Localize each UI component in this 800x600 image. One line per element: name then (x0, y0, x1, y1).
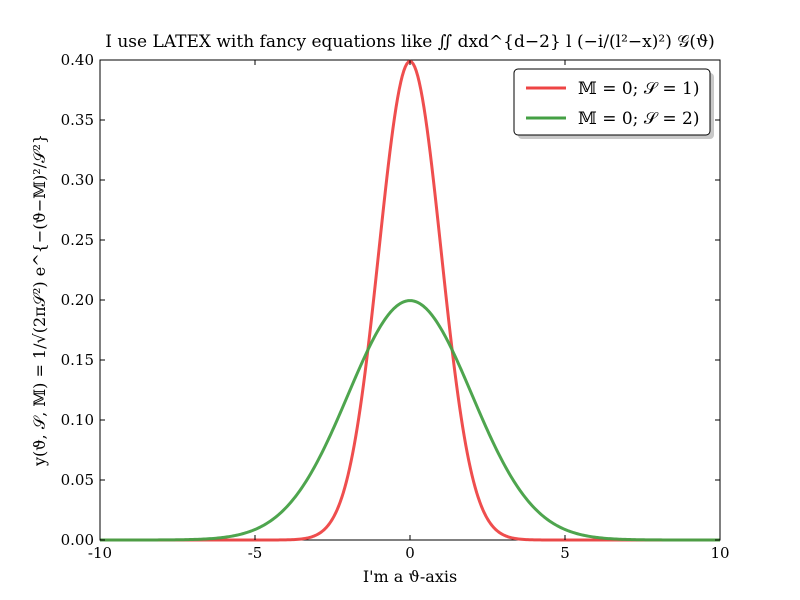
y-tick-label: 0.00 (61, 531, 94, 549)
y-axis-label: y(ϑ, 𝒮, 𝕄) = 1/√(2π𝒮²) e^{−(ϑ−𝕄)²/𝒮²} (30, 134, 49, 467)
y-tick-label: 0.10 (61, 411, 94, 429)
plot-area: -10 -5 0 5 10 0.000.050.100.150.200.250.300.… (61, 51, 730, 562)
legend-label: 𝕄 = 0; 𝒮 = 1) (578, 79, 699, 99)
y-tick-label: 0.15 (61, 351, 94, 369)
chart-title: I use LATEX with fancy equations like ∬ … (105, 32, 715, 52)
y-tick-label: 0.25 (61, 231, 94, 249)
x-tick-label: 10 (710, 544, 729, 562)
y-tick-label: 0.20 (61, 291, 94, 309)
x-tick-label: 5 (560, 544, 570, 562)
y-axis-ticks: 0.00 0.05 0.10 0.15 0.20 0.25 0.30 0.35 0.40 (61, 51, 720, 549)
legend-entries: 𝕄 = 0; 𝒮 = 1) 𝕄 = 0; 𝒮 = 2) (526, 79, 699, 129)
legend-label: 𝕄 = 0; 𝒮 = 2) (578, 109, 699, 129)
x-tick-label: -5 (248, 544, 263, 562)
series-line-2 (100, 299, 720, 542)
y-tick-label: 0.30 (61, 171, 94, 189)
x-tick-label: -10 (88, 544, 112, 562)
x-tick-label: 0 (405, 544, 415, 562)
y-tick-label: 0.05 (61, 471, 94, 489)
x-axis-ticks: -10 -5 0 5 10 (88, 60, 730, 562)
x-axis-label: I'm a ϑ-axis (363, 567, 457, 586)
y-tick-label: 0.35 (61, 111, 94, 129)
legend: 𝕄 = 0; 𝒮 = 1) 𝕄 = 0; 𝒮 = 2) (513, 68, 714, 139)
y-tick-label: 0.40 (61, 51, 94, 69)
